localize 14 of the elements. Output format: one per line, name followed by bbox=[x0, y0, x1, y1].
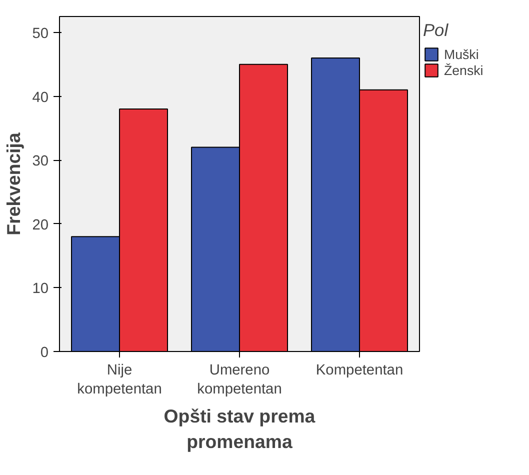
x-tick-label: Kompetentan bbox=[316, 362, 404, 378]
y-tick-label: 30 bbox=[32, 154, 49, 170]
y-tick-label: 20 bbox=[32, 217, 49, 234]
y-tick-label: 0 bbox=[40, 345, 49, 361]
legend-label: Ženski bbox=[444, 62, 484, 78]
y-tick-label: 10 bbox=[32, 281, 49, 298]
x-axis-title: Opšti stav prema promenama bbox=[164, 406, 316, 452]
x-tick-label: Umereno kompetentan bbox=[197, 362, 282, 398]
legend-title: Pol bbox=[423, 20, 450, 41]
y-axis-title: Frekvencija bbox=[3, 132, 24, 236]
y-tick-label: 50 bbox=[32, 26, 49, 42]
legend-label: Muški bbox=[444, 46, 479, 62]
y-tick-label: 40 bbox=[32, 90, 49, 106]
x-tick-label: Nije kompetentan bbox=[77, 362, 162, 398]
